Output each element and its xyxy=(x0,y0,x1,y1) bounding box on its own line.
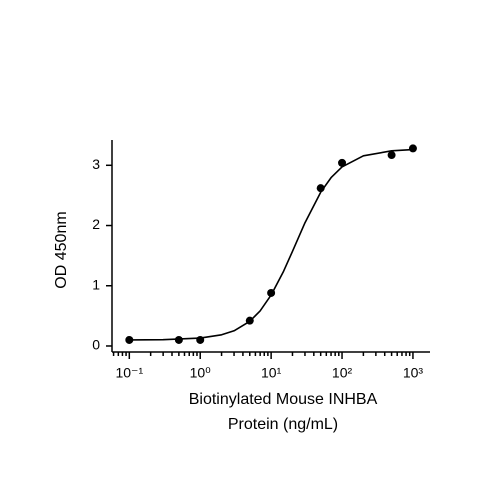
y-tick-label: 1 xyxy=(92,276,100,292)
data-point xyxy=(267,288,276,297)
y-tick-label: 0 xyxy=(92,337,100,353)
data-point xyxy=(245,316,254,325)
y-axis-label: OD 450nm xyxy=(53,211,70,288)
y-tick-label: 3 xyxy=(92,156,100,172)
x-tick-label: 10⁻¹ xyxy=(115,365,143,381)
y-tick-label: 2 xyxy=(92,216,100,232)
x-tick-label: 10³ xyxy=(403,365,424,381)
fit-curve xyxy=(129,148,413,341)
data-point xyxy=(408,144,417,153)
data-point xyxy=(387,151,396,160)
data-point xyxy=(338,158,347,167)
data-point xyxy=(316,184,325,193)
x-tick-label: 10¹ xyxy=(261,365,282,381)
x-tick-label: 10⁰ xyxy=(190,365,212,381)
data-point xyxy=(125,335,134,344)
x-axis-label: Biotinylated Mouse INHBA Protein (ng/mL) xyxy=(188,391,378,433)
data-point xyxy=(174,335,183,344)
data-point xyxy=(196,335,205,344)
x-tick-label: 10² xyxy=(332,365,353,381)
